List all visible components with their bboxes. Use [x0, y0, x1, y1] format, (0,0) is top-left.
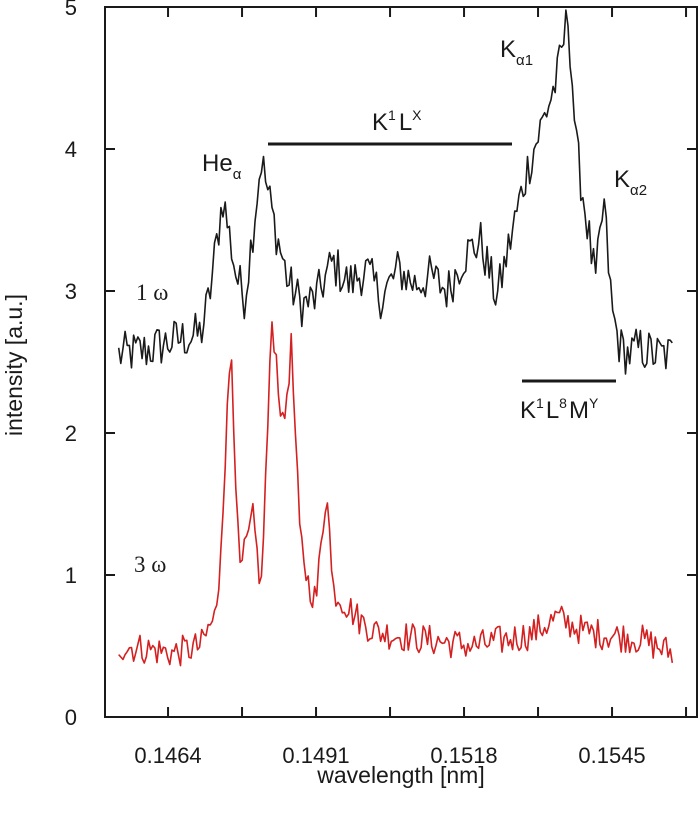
series-label-1-omega: 1 ω: [136, 280, 168, 305]
annotation-k-alpha2: Kα2: [614, 166, 647, 199]
series-line-3-omega: [118, 321, 674, 667]
k-alpha1-sub: α1: [516, 52, 533, 69]
series-label-3-omega: 3 ω: [134, 552, 166, 577]
axis-ticks: [105, 6, 697, 718]
series-line-1-omega: [117, 9, 673, 375]
k1lx-l: L: [399, 109, 412, 136]
k1l8my-l-sup: 8: [559, 395, 567, 411]
k-alpha2-sub: α2: [630, 182, 647, 199]
k1lx-k-sup: 1: [388, 107, 396, 123]
plot-frame: [104, 6, 698, 718]
y-tick-label: 1: [65, 563, 77, 588]
annotation-he-alpha: Heα: [202, 150, 242, 183]
k1l8my-m-sup: Y: [589, 395, 599, 411]
x-tick-label: 0.1518: [430, 743, 497, 768]
y-tick-label: 5: [65, 0, 77, 20]
k-alpha1-main: K: [500, 36, 516, 63]
annotation-k-alpha1: Kα1: [500, 36, 533, 69]
annotation-k1l8my: K1L8MY: [520, 395, 599, 424]
x-tick-label: 0.1491: [282, 743, 349, 768]
axis-tick-labels: 0 1 2 3 4 5 0.1464 0.1491 0.1518 0.1545: [65, 0, 646, 768]
x-axis-title: wavelength [nm]: [316, 762, 484, 788]
y-tick-label: 2: [65, 421, 77, 446]
x-tick-label: 0.1464: [134, 743, 201, 768]
k1l8my-k: K: [520, 397, 536, 424]
k1l8my-m: M: [569, 397, 589, 424]
k1lx-k: K: [372, 109, 388, 136]
k1lx-l-sup: X: [412, 107, 422, 123]
he-alpha-sub: α: [233, 166, 242, 183]
k-alpha2-main: K: [614, 166, 630, 193]
x-tick-label: 0.1545: [578, 743, 645, 768]
series-layer: [117, 9, 674, 667]
k1l8my-l: L: [546, 397, 559, 424]
y-tick-label: 0: [65, 705, 77, 730]
annotation-k1lx: K1 LX: [372, 107, 422, 136]
y-tick-label: 3: [65, 279, 77, 304]
y-axis-title: intensity [a.u.]: [1, 294, 27, 436]
y-tick-label: 4: [65, 137, 77, 162]
he-alpha-main: He: [202, 150, 233, 177]
k1l8my-k-sup: 1: [536, 395, 544, 411]
